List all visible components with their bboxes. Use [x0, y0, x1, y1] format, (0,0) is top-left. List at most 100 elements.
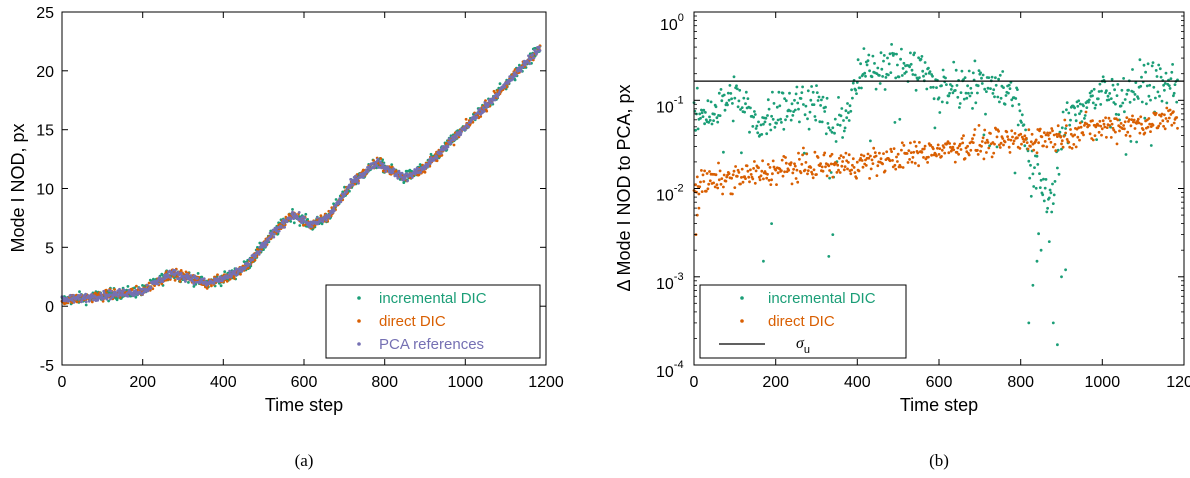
- data-point-b-s1: [1078, 121, 1082, 125]
- data-point-b-s0: [834, 140, 838, 143]
- data-point-b-s1: [1027, 128, 1031, 132]
- data-point-b-s1: [720, 177, 724, 181]
- data-point-a-s2: [145, 283, 149, 287]
- data-point-a-s2: [72, 293, 75, 297]
- data-point-b-s0: [780, 121, 783, 124]
- data-point-b-s0: [856, 58, 860, 62]
- data-point-b-s1: [1088, 132, 1092, 136]
- legend-a: incremental DIC direct DIC PCA reference…: [325, 284, 541, 359]
- data-point-b-s0: [1067, 111, 1071, 115]
- data-point-a-s1: [179, 269, 183, 272]
- data-point-b-s1: [1072, 143, 1076, 146]
- data-point-b-s0: [1123, 98, 1127, 101]
- x-tick-label: 400: [844, 374, 871, 391]
- data-point-b-s0: [932, 97, 936, 101]
- data-point-b-s0: [1038, 172, 1041, 176]
- data-point-b-s0: [775, 105, 779, 109]
- data-point-a-s2: [84, 300, 88, 304]
- data-point-b-s1: [840, 164, 844, 168]
- data-point-b-s0: [722, 150, 725, 154]
- data-point-b-s0: [1050, 210, 1054, 214]
- data-point-b-s1: [822, 153, 826, 157]
- data-point-b-s1: [1081, 131, 1085, 134]
- data-point-b-s0: [976, 91, 979, 95]
- data-point-b-s0: [987, 76, 991, 79]
- y-axis-label-b: Δ Mode I NOD to PCA, px: [614, 84, 634, 291]
- data-point-a-s2: [303, 216, 306, 220]
- data-point-b-s0: [892, 52, 896, 56]
- data-point-b-s0: [784, 118, 787, 122]
- data-point-b-s0: [1069, 118, 1072, 122]
- data-point-a-s2: [355, 179, 359, 183]
- data-point-b-s1: [780, 169, 783, 173]
- data-point-b-s1: [828, 169, 831, 172]
- data-point-a-s1: [113, 288, 116, 291]
- data-point-a-s2: [459, 131, 463, 134]
- data-point-b-s0: [789, 109, 792, 113]
- data-point-b-s1: [980, 140, 984, 143]
- data-point-b-s0: [1010, 98, 1014, 102]
- data-point-b-s0: [919, 57, 923, 61]
- data-point-b-s0: [1091, 101, 1095, 105]
- data-point-b-s0: [1135, 140, 1138, 144]
- data-point-b-s1: [910, 160, 914, 164]
- data-point-b-s0: [1136, 97, 1140, 100]
- data-point-b-s0: [1073, 106, 1076, 110]
- data-point-a-s2: [455, 136, 458, 139]
- data-point-b-s1: [1023, 134, 1027, 138]
- data-point-b-s0: [802, 103, 805, 106]
- data-point-b-s0: [1154, 96, 1157, 100]
- data-point-b-s1: [999, 141, 1003, 145]
- data-point-b-s0: [840, 107, 844, 110]
- x-tick-label: 800: [371, 374, 398, 391]
- data-point-b-s0: [858, 76, 862, 79]
- data-point-b-s0: [1094, 103, 1098, 107]
- data-point-b-s1: [737, 171, 741, 174]
- data-point-a-s2: [202, 277, 206, 280]
- data-point-b-s0: [768, 123, 772, 126]
- data-point-b-s1: [922, 147, 926, 151]
- data-point-b-s0: [876, 66, 880, 70]
- data-point-b-s0: [1047, 196, 1051, 200]
- data-point-b-s0: [1051, 202, 1055, 206]
- data-point-b-s0: [1175, 100, 1179, 104]
- data-point-b-s0: [726, 103, 729, 107]
- data-point-b-s1: [697, 206, 701, 210]
- data-point-b-s0: [809, 98, 813, 102]
- data-point-a-s0: [289, 220, 293, 223]
- data-point-b-s0: [833, 117, 837, 121]
- data-point-b-s1: [800, 162, 804, 166]
- data-point-b-s1: [766, 172, 769, 176]
- x-axis-label-a: Time step: [265, 395, 343, 415]
- data-point-b-s1: [1065, 138, 1069, 141]
- data-point-b-s0: [1115, 94, 1119, 97]
- data-point-b-s0: [762, 122, 765, 126]
- data-point-b-s1: [891, 159, 894, 162]
- data-point-b-s0: [954, 68, 958, 72]
- data-point-b-s1: [914, 144, 918, 148]
- data-point-b-s1: [1123, 120, 1127, 124]
- data-point-b-s1: [749, 173, 753, 176]
- data-point-b-s1: [955, 150, 959, 154]
- data-point-a-s2: [493, 98, 497, 102]
- data-point-b-s0: [916, 78, 920, 81]
- x-tick-label: 400: [210, 374, 237, 391]
- data-point-b-s1: [893, 163, 897, 167]
- data-point-b-s0: [1003, 102, 1007, 106]
- data-point-b-s0: [940, 84, 943, 88]
- data-point-b-s0: [889, 71, 893, 74]
- data-point-a-s0: [192, 285, 196, 288]
- data-point-b-s1: [888, 159, 892, 163]
- data-point-b-s0: [817, 95, 821, 99]
- data-point-b-s0: [1106, 94, 1110, 98]
- data-point-b-s0: [726, 91, 730, 95]
- data-point-b-s0: [695, 86, 699, 90]
- data-point-b-s1: [703, 169, 706, 173]
- data-point-b-s0: [1109, 97, 1113, 100]
- data-point-a-s1: [135, 284, 138, 288]
- data-point-b-s1: [825, 174, 829, 178]
- data-point-b-s1: [806, 169, 810, 173]
- data-point-b-s0: [1101, 75, 1105, 79]
- data-point-a-s2: [424, 162, 428, 166]
- data-point-b-s1: [1069, 132, 1073, 136]
